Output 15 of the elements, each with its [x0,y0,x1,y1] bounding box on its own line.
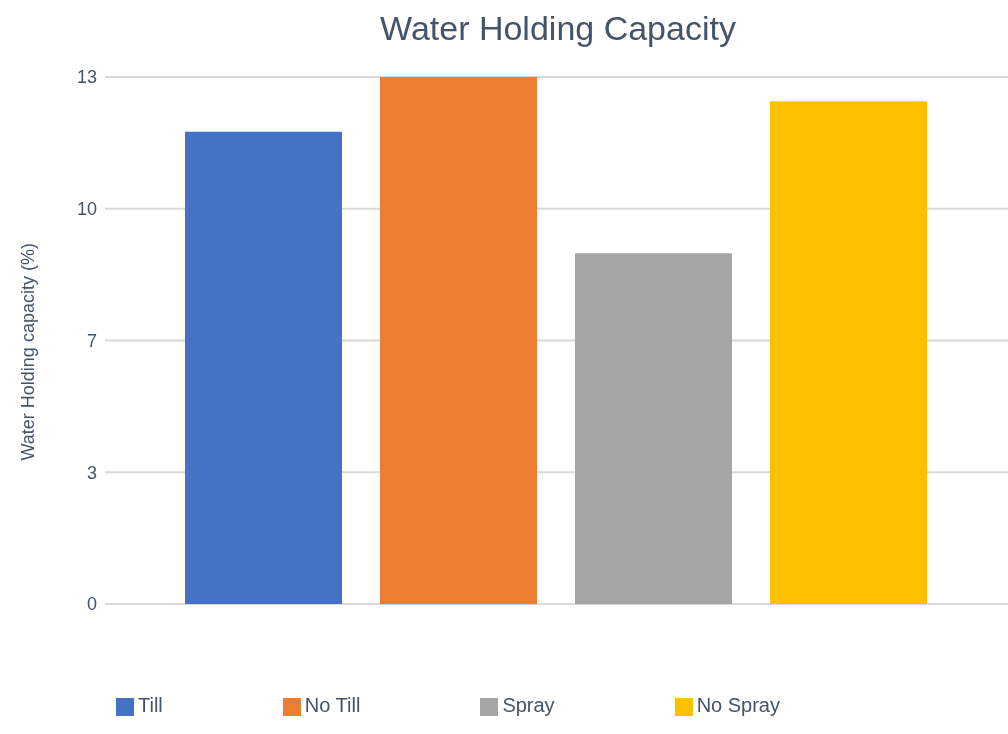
bar [575,253,732,604]
bar [770,101,927,604]
y-axis-title: Water Holding capacity (%) [18,243,39,461]
bar [380,77,537,604]
chart-title: Water Holding Capacity [379,8,737,49]
bar [185,131,342,604]
legend-label: No Spray [696,694,780,716]
y-tick-label: 13 [76,67,97,88]
y-tick-label: 0 [86,594,97,615]
y-tick-label: 7 [86,330,97,351]
y-tick-label: 3 [86,462,97,483]
y-tick-label: 10 [76,199,97,220]
legend-label: Spray [502,694,555,716]
legend-label: No Till [304,694,361,716]
legend-label: Till [137,694,163,716]
